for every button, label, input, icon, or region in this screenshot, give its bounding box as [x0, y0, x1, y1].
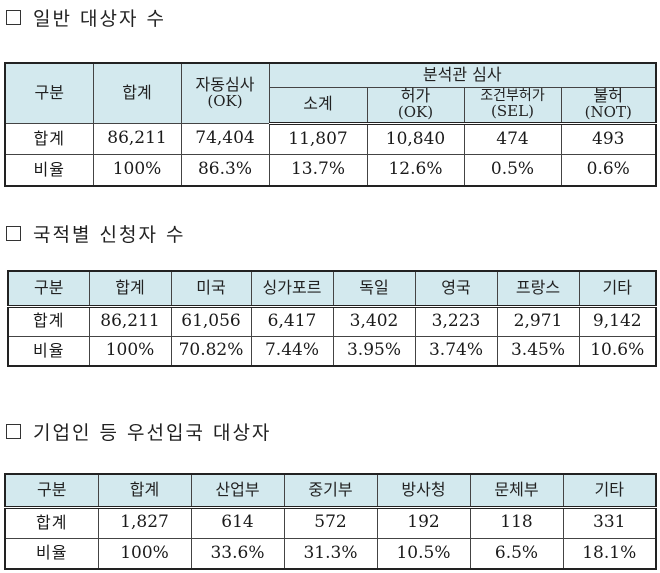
cell: 7.44%	[250, 335, 334, 367]
header-other: 기타	[578, 270, 657, 308]
cell: 0.5%	[463, 154, 562, 187]
cell: 74,404	[180, 122, 270, 156]
cell: 118	[469, 506, 564, 539]
header-approved: 허가 (OK)	[366, 86, 465, 125]
cell: 100%	[92, 154, 182, 187]
header-analyst-review: 분석관 심사	[268, 62, 657, 88]
cell: 3.95%	[332, 335, 416, 367]
cell: 572	[283, 506, 378, 539]
header-mss: 중기부	[283, 473, 378, 509]
cell: 1,827	[97, 506, 192, 539]
checkbox-icon	[6, 226, 21, 241]
header-usa: 미국	[170, 270, 252, 308]
table-row: 합계 1,827 614 572 192 118 331	[4, 506, 657, 539]
cell: 100%	[97, 537, 192, 570]
header-category: 구분	[7, 270, 90, 308]
row-label: 비율	[4, 154, 94, 187]
header-denied: 불허 (NOT)	[560, 86, 657, 125]
header-singapore: 싱가포르	[250, 270, 334, 308]
table-row: 비율 100% 33.6% 31.3% 10.5% 6.5% 18.1%	[4, 537, 657, 570]
header-approved-sub: (OK)	[397, 103, 434, 122]
cell: 31.3%	[283, 537, 378, 570]
priority-entry-table: 구분 합계 산업부 중기부 방사청 문체부 기타 합계 1,827 614 57…	[4, 473, 657, 570]
header-category: 구분	[4, 473, 99, 509]
table-row: 합계 86,211 61,056 6,417 3,402 3,223 2,971…	[7, 305, 657, 337]
cell: 86.3%	[180, 154, 270, 187]
header-total: 합계	[88, 270, 172, 308]
cell: 10,840	[366, 122, 465, 156]
cell: 331	[562, 506, 657, 539]
header-auto-sub: (OK)	[207, 91, 243, 110]
section-title-general: 일반 대상자 수	[6, 4, 166, 31]
cell: 3,402	[332, 305, 416, 337]
general-applicants-table: 구분 합계 자동심사 (OK) 분석관 심사 소계 허가 (OK) 조건부허가 …	[4, 62, 657, 187]
header-other: 기타	[562, 473, 657, 509]
header-france: 프랑스	[496, 270, 580, 308]
header-approved-label: 허가	[400, 86, 431, 106]
cell: 614	[190, 506, 285, 539]
cell: 100%	[88, 335, 172, 367]
nationality-applicants-table: 구분 합계 미국 싱가포르 독일 영국 프랑스 기타 합계 86,211 61,…	[7, 270, 657, 367]
header-dapa: 방사청	[376, 473, 471, 509]
header-denied-label: 불허	[593, 86, 623, 106]
row-label: 합계	[7, 305, 90, 337]
row-label: 합계	[4, 122, 94, 156]
cell: 192	[376, 506, 471, 539]
cell: 10.6%	[578, 335, 657, 367]
checkbox-icon	[6, 424, 21, 439]
cell: 9,142	[578, 305, 657, 337]
cell: 3,223	[414, 305, 498, 337]
cell: 70.82%	[170, 335, 252, 367]
header-motie: 산업부	[190, 473, 285, 509]
cell: 33.6%	[190, 537, 285, 570]
section-title-text: 일반 대상자 수	[33, 8, 166, 30]
header-uk: 영국	[414, 270, 498, 308]
section-title-text: 기업인 등 우선입국 대상자	[33, 422, 272, 444]
header-conditional-label: 조건부허가	[480, 88, 545, 105]
cell: 13.7%	[268, 154, 368, 187]
header-total: 합계	[97, 473, 192, 509]
cell: 3.45%	[496, 335, 580, 367]
table-row: 합계 86,211 74,404 11,807 10,840 474 493	[4, 122, 657, 156]
cell: 11,807	[268, 122, 368, 156]
header-mcst: 문체부	[469, 473, 564, 509]
header-subtotal: 소계	[268, 86, 368, 125]
cell: 86,211	[92, 122, 182, 156]
cell: 474	[463, 122, 562, 156]
cell: 12.6%	[366, 154, 465, 187]
cell: 0.6%	[560, 154, 657, 187]
table-row: 비율 100% 86.3% 13.7% 12.6% 0.5% 0.6%	[4, 154, 657, 187]
row-label: 합계	[4, 506, 99, 539]
cell: 18.1%	[562, 537, 657, 570]
cell: 493	[560, 122, 657, 156]
header-conditional: 조건부허가 (SEL)	[463, 86, 562, 125]
checkbox-icon	[6, 10, 21, 25]
header-category: 구분	[4, 62, 94, 124]
header-denied-sub: (NOT)	[584, 103, 632, 122]
cell: 86,211	[88, 305, 172, 337]
table-row: 비율 100% 70.82% 7.44% 3.95% 3.74% 3.45% 1…	[7, 335, 657, 367]
section-title-priority-entry: 기업인 등 우선입국 대상자	[6, 418, 271, 445]
section-title-nationality: 국적별 신청자 수	[6, 220, 185, 247]
header-auto-review: 자동심사 (OK)	[180, 62, 270, 124]
cell: 10.5%	[376, 537, 471, 570]
cell: 3.74%	[414, 335, 498, 367]
row-label: 비율	[4, 537, 99, 570]
header-auto-label: 자동심사	[195, 74, 255, 94]
header-total: 합계	[92, 62, 182, 124]
header-germany: 독일	[332, 270, 416, 308]
cell: 2,971	[496, 305, 580, 337]
header-conditional-sub: (SEL)	[491, 101, 534, 120]
cell: 6.5%	[469, 537, 564, 570]
cell: 61,056	[170, 305, 252, 337]
cell: 6,417	[250, 305, 334, 337]
row-label: 비율	[7, 335, 90, 367]
section-title-text: 국적별 신청자 수	[33, 224, 186, 246]
